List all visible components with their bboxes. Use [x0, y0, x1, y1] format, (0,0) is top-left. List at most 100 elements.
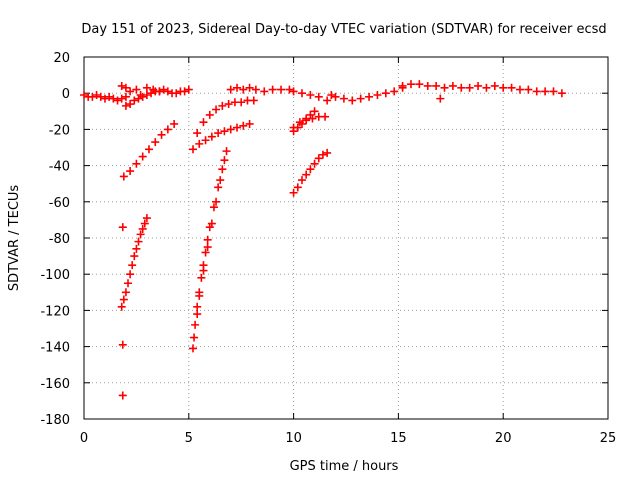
data-point — [134, 237, 143, 246]
data-point — [118, 340, 127, 349]
y-tick-label: -120 — [40, 304, 70, 319]
data-point — [132, 85, 141, 94]
data-point — [170, 119, 179, 128]
data-point — [126, 167, 135, 176]
data-point — [157, 130, 166, 139]
series-arc-b — [117, 214, 151, 311]
data-point — [222, 147, 231, 156]
data-point — [207, 132, 216, 141]
data-point — [507, 83, 516, 92]
data-point — [92, 91, 101, 100]
data-point — [249, 96, 258, 105]
data-point — [321, 112, 330, 121]
series-arc-c — [188, 119, 254, 154]
y-tick-label: 20 — [53, 51, 70, 66]
x-tick-label: 5 — [185, 431, 193, 446]
data-point — [184, 85, 193, 94]
data-point — [118, 391, 127, 400]
data-point — [541, 87, 550, 96]
data-point — [331, 92, 340, 101]
y-tick-label: -140 — [40, 341, 70, 356]
data-point — [323, 96, 332, 105]
data-point — [490, 81, 499, 90]
data-point — [302, 114, 311, 123]
data-point — [306, 110, 315, 119]
data-point — [524, 85, 533, 94]
data-point — [124, 279, 133, 288]
data-point — [132, 244, 141, 253]
data-point — [356, 94, 365, 103]
y-tick-label: -60 — [49, 196, 70, 211]
data-point — [226, 85, 235, 94]
data-point — [205, 110, 214, 119]
x-tick-label: 25 — [600, 431, 617, 446]
data-point — [195, 291, 204, 300]
data-point — [138, 224, 147, 233]
data-point — [314, 92, 323, 101]
data-point — [532, 87, 541, 96]
data-point — [119, 295, 128, 304]
data-point — [130, 252, 139, 261]
series-arc-d — [193, 96, 258, 138]
data-point — [348, 96, 357, 105]
data-point — [415, 80, 424, 89]
data-point — [448, 81, 457, 90]
x-tick-label: 15 — [390, 431, 407, 446]
data-point — [193, 129, 202, 138]
x-tick-label: 10 — [285, 431, 302, 446]
data-point — [297, 176, 306, 185]
y-axis-label: SDTVAR / TECUs — [7, 185, 22, 292]
data-point — [398, 81, 407, 90]
data-point — [151, 138, 160, 147]
series-arc-i — [289, 107, 319, 136]
data-point — [136, 91, 145, 100]
y-tick-label: -20 — [49, 123, 70, 138]
data-point — [119, 172, 128, 181]
data-point — [159, 85, 168, 94]
data-point — [197, 273, 206, 282]
data-point — [155, 87, 164, 96]
data-point — [224, 100, 233, 109]
x-tick-label: 0 — [80, 431, 88, 446]
data-point — [239, 85, 248, 94]
data-points — [80, 80, 566, 400]
series-arc-a — [119, 119, 179, 181]
data-point — [277, 85, 286, 94]
data-point — [233, 83, 242, 92]
data-point — [109, 94, 118, 103]
data-point — [132, 159, 141, 168]
data-point — [118, 223, 127, 232]
data-point — [142, 214, 151, 223]
data-point — [209, 203, 218, 212]
data-point — [381, 89, 390, 98]
data-point — [126, 270, 135, 279]
data-point — [199, 118, 208, 127]
data-point — [214, 129, 223, 138]
series-mid-baseline — [327, 83, 407, 105]
data-point — [128, 261, 137, 270]
data-point — [188, 344, 197, 353]
data-point — [285, 85, 294, 94]
x-axis-label: GPS time / hours — [290, 459, 399, 474]
data-point — [306, 91, 315, 100]
data-point — [515, 85, 524, 94]
data-point — [201, 248, 210, 257]
data-point — [80, 91, 88, 100]
plot-frame — [83, 56, 609, 420]
data-point — [432, 81, 441, 90]
data-point — [245, 83, 254, 92]
data-point — [163, 125, 172, 134]
data-point — [306, 165, 315, 174]
data-point — [113, 96, 122, 105]
series-late-top — [398, 80, 566, 98]
data-point — [138, 152, 147, 161]
data-point — [465, 83, 474, 92]
data-point — [457, 83, 466, 92]
data-point — [214, 183, 223, 192]
data-point — [293, 183, 302, 192]
data-point — [188, 145, 197, 154]
data-point — [482, 83, 491, 92]
data-point — [126, 100, 135, 109]
data-point — [310, 107, 319, 116]
data-point — [549, 87, 558, 96]
